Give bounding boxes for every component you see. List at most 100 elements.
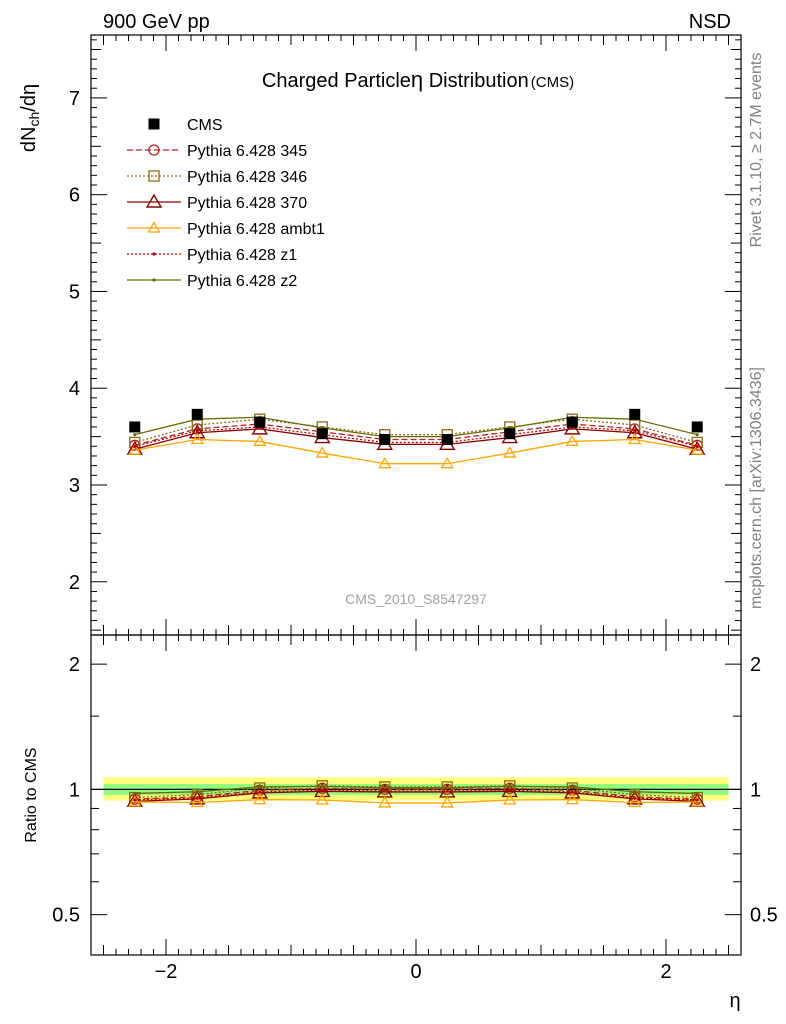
point-ambt1 [378,456,392,469]
point-ambt1 [253,434,267,447]
legend-marker [148,170,160,182]
point-z1 [695,444,699,448]
point-ambt1 [503,446,517,458]
legend-label: Pythia 6.428 z2 [187,273,297,290]
point-cms [629,408,641,420]
point-z2 [133,433,137,437]
legend: CMS Pythia 6.428 345 Pythia 6.428 346 Pythi… [127,117,325,290]
chart-title: Charged Particleη Distribution (CMS) [262,67,574,92]
ratio-point-p346 [629,789,641,801]
y-tick-label: 2 [69,572,80,594]
series-line-z2 [134,416,698,438]
header-left: 900 GeV pp [103,11,210,33]
ratio-y-tick-label-left: 2 [69,654,80,676]
ratio-ticks: 0.5 0.5 1 1 2 2 −2 0 2 [52,635,778,983]
point-cms [691,421,703,433]
point-p370 [251,420,268,435]
legend-label: Pythia 6.428 ambt1 [187,221,325,238]
main-curves [126,408,706,469]
ratio-series-z1 [133,788,699,802]
ratio-point-z1 [383,789,387,793]
point-ambt1 [565,434,579,447]
point-ambt1 [128,443,142,455]
ratio-point-p346 [191,789,203,801]
point-cms [379,434,391,446]
series-line-p345 [134,423,698,446]
legend-label: Pythia 6.428 346 [187,169,307,186]
point-z1 [133,444,137,448]
ratio-point-z2 [570,785,574,789]
ratio-point-p370 [501,783,518,798]
ratio-point-z2 [258,785,262,789]
ratio-line-z1 [134,789,698,801]
series-line-ambt1 [134,438,698,465]
y-tick-label: 7 [69,88,80,110]
point-cms [191,408,203,420]
point-cms [566,416,578,428]
series-line-p346 [134,418,698,444]
ratio-line-z2 [134,785,698,795]
ratio-point-z1 [633,796,637,800]
legend-entry-z1: Pythia 6.428 z1 [127,247,297,264]
ratio-point-z2 [445,786,449,790]
ratio-point-z1 [133,798,137,802]
legend-entry-p345: Pythia 6.428 345 [127,143,307,160]
point-cms [254,416,266,428]
point-z1 [633,429,637,433]
legend-label: Pythia 6.428 z1 [187,247,297,264]
legend-entry-z2: Pythia 6.428 z2 [127,273,297,290]
ratio-point-z2 [383,786,387,790]
ratio-point-z1 [320,788,324,792]
ratio-point-z2 [508,784,512,788]
y-axis-label-ratio: Ratio to CMS [23,747,40,842]
point-z2 [695,433,699,437]
ratio-panel: 0.5 0.5 1 1 2 2 −2 0 2 Ratio to CMS η [23,634,778,1012]
ratio-line-p345 [134,787,698,800]
ratio-point-z2 [695,791,699,796]
legend-entry-cms: CMS [148,117,223,134]
ratio-point-z2 [195,790,199,794]
point-cms [441,434,453,446]
x-tick-label: 2 [660,961,671,983]
ratio-point-z2 [320,784,324,788]
source-label: mcplots.cern.ch [arXiv:1306.3436] [748,367,765,609]
ratio-point-ambt1 [565,792,579,805]
legend-label: Pythia 6.428 370 [187,195,307,212]
ratio-y-tick-label-right: 0.5 [750,905,778,927]
x-axis-label: η [729,990,740,1012]
ratio-series-ambt1 [128,792,704,808]
series-cms [129,408,703,446]
legend-entry-p370: Pythia 6.428 370 [127,193,307,212]
legend-marker [147,221,161,233]
ratio-point-z1 [258,790,262,794]
ratio-y-tick-label-right: 1 [750,779,761,801]
ratio-line-ambt1 [134,798,698,804]
y-axis-label-main: dNch/dη [18,84,42,152]
point-p370 [626,424,643,439]
ratio-point-ambt1 [503,793,517,805]
legend-label: Pythia 6.428 345 [187,143,307,160]
series-p370 [126,420,706,455]
ratio-point-z1 [195,796,199,800]
ratio-point-ambt1 [190,795,204,808]
ratio-point-z1 [570,790,574,794]
point-ambt1 [628,432,642,445]
point-ambt1 [690,443,704,455]
ratio-point-z1 [508,788,512,792]
ratio-point-ambt1 [378,796,392,808]
ratio-y-tick-label-left: 0.5 [52,905,80,927]
point-ambt1 [190,432,204,445]
ratio-point-ambt1 [690,795,704,807]
x-tick-label: −2 [155,961,178,983]
point-cms [504,428,516,440]
ratio-point-z1 [445,789,449,793]
ratio-curves [126,780,706,808]
y-tick-label: 4 [69,378,80,400]
legend-marker [148,118,160,130]
ratio-point-ambt1 [128,795,142,807]
y-tick-label: 3 [69,475,80,497]
main-panel: 2 3 4 5 6 7 Charged Particleη Distribution (CM… [18,34,742,636]
ratio-y-tick-label-left: 1 [69,779,80,801]
point-ambt1 [440,456,454,469]
